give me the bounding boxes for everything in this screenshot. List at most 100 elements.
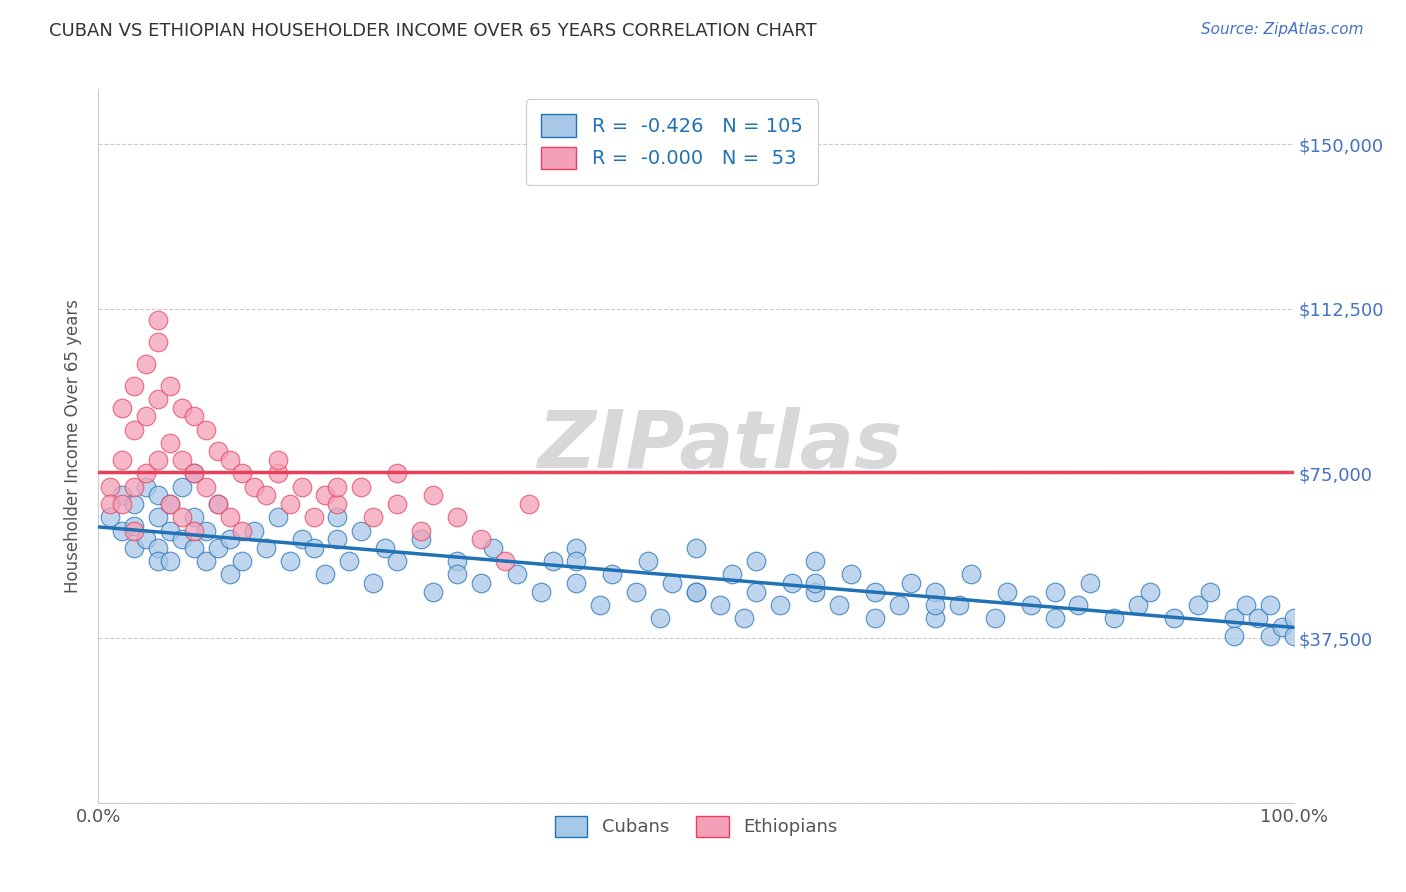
Point: [745, 554, 768, 568]
Point: [148, 312, 170, 326]
Point: [231, 524, 253, 538]
Point: [1282, 611, 1305, 625]
Point: [159, 435, 181, 450]
Point: [195, 423, 218, 437]
Point: [148, 554, 170, 568]
Point: [195, 524, 218, 538]
Point: [291, 533, 314, 547]
Point: [661, 576, 683, 591]
Point: [924, 611, 946, 625]
Point: [924, 585, 946, 599]
Point: [1223, 611, 1246, 625]
Point: [565, 541, 588, 555]
Point: [385, 467, 409, 481]
Point: [446, 567, 468, 582]
Point: [183, 524, 205, 538]
Point: [995, 585, 1018, 599]
Point: [207, 444, 229, 458]
Point: [267, 510, 290, 524]
Point: [207, 497, 229, 511]
Point: [1247, 611, 1270, 625]
Point: [517, 497, 540, 511]
Point: [1258, 629, 1281, 643]
Point: [183, 409, 205, 424]
Point: [315, 488, 337, 502]
Point: [172, 401, 194, 415]
Point: [195, 480, 218, 494]
Point: [183, 467, 205, 481]
Point: [494, 554, 516, 568]
Point: [411, 533, 433, 547]
Point: [135, 357, 157, 371]
Point: [841, 567, 863, 582]
Point: [470, 533, 492, 547]
Point: [159, 378, 181, 392]
Point: [267, 467, 290, 481]
Point: [541, 554, 564, 568]
Point: [1128, 598, 1150, 612]
Point: [804, 554, 827, 568]
Point: [326, 510, 349, 524]
Point: [159, 554, 181, 568]
Point: [98, 510, 122, 524]
Point: [768, 598, 790, 612]
Point: [124, 423, 146, 437]
Point: [446, 554, 468, 568]
Point: [207, 497, 229, 511]
Point: [148, 334, 170, 349]
Point: [172, 453, 194, 467]
Point: [111, 401, 134, 415]
Point: [506, 567, 529, 582]
Point: [709, 598, 731, 612]
Point: [948, 598, 970, 612]
Point: [124, 378, 146, 392]
Point: [446, 510, 468, 524]
Point: [231, 554, 253, 568]
Point: [243, 480, 266, 494]
Point: [124, 519, 146, 533]
Point: [278, 497, 301, 511]
Point: [124, 524, 146, 538]
Point: [685, 541, 707, 555]
Point: [98, 497, 122, 511]
Point: [1234, 598, 1257, 612]
Point: [326, 533, 349, 547]
Point: [148, 392, 170, 406]
Point: [243, 524, 266, 538]
Point: [1223, 629, 1246, 643]
Point: [363, 510, 385, 524]
Point: [159, 497, 181, 511]
Point: [984, 611, 1007, 625]
Point: [481, 541, 505, 555]
Point: [350, 480, 373, 494]
Point: [111, 524, 134, 538]
Point: [326, 480, 349, 494]
Point: [721, 567, 744, 582]
Point: [219, 567, 242, 582]
Text: CUBAN VS ETHIOPIAN HOUSEHOLDER INCOME OVER 65 YEARS CORRELATION CHART: CUBAN VS ETHIOPIAN HOUSEHOLDER INCOME OV…: [49, 22, 817, 40]
Point: [422, 488, 444, 502]
Point: [1104, 611, 1126, 625]
Point: [254, 541, 277, 555]
Point: [159, 524, 181, 538]
Point: [1067, 598, 1090, 612]
Point: [1043, 611, 1066, 625]
Point: [1139, 585, 1161, 599]
Point: [374, 541, 396, 555]
Point: [302, 510, 325, 524]
Point: [172, 510, 194, 524]
Point: [350, 524, 373, 538]
Point: [1271, 620, 1294, 634]
Point: [254, 488, 277, 502]
Legend: Cubans, Ethiopians: Cubans, Ethiopians: [547, 808, 845, 844]
Point: [733, 611, 755, 625]
Point: [422, 585, 444, 599]
Point: [589, 598, 612, 612]
Point: [124, 497, 146, 511]
Point: [148, 453, 170, 467]
Point: [111, 497, 134, 511]
Point: [1080, 576, 1102, 591]
Point: [804, 585, 827, 599]
Point: [602, 567, 624, 582]
Point: [195, 554, 218, 568]
